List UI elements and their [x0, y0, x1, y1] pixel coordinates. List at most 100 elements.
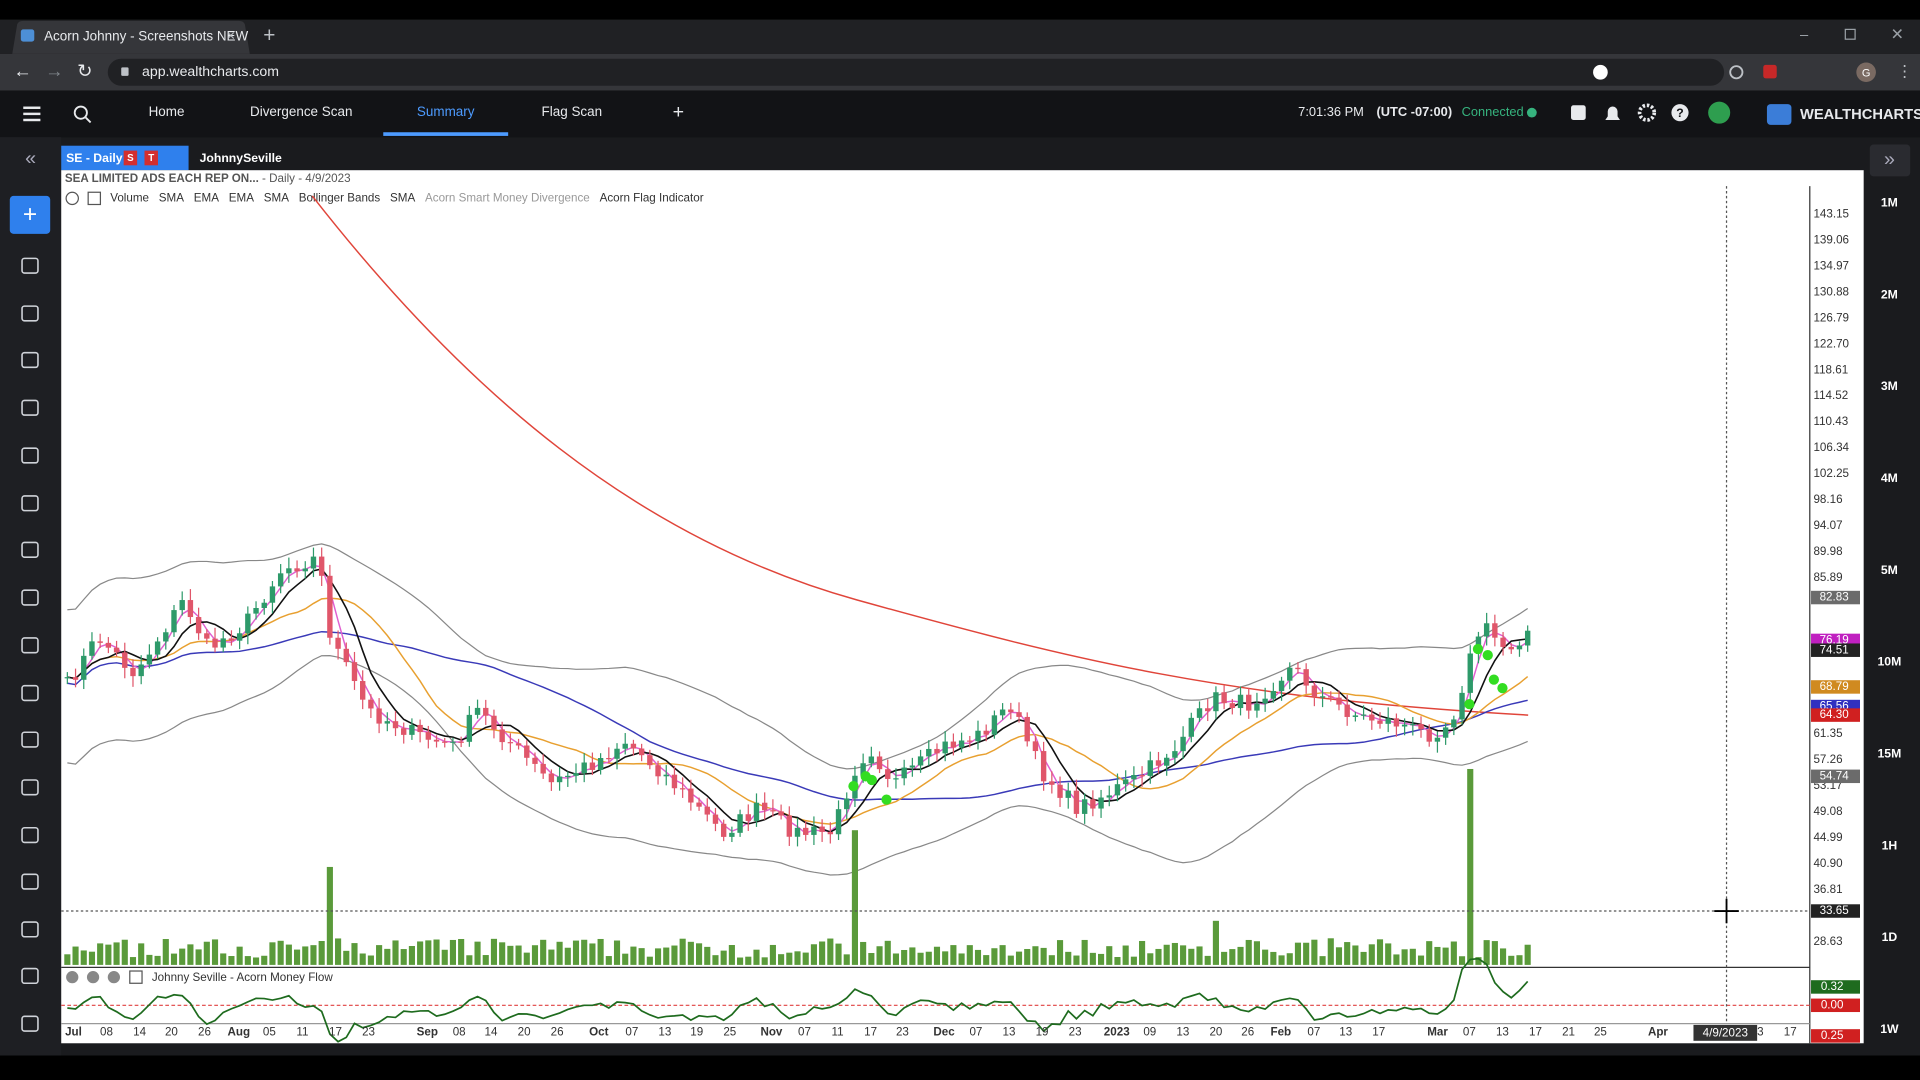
- new-tab[interactable]: +: [263, 24, 275, 47]
- window-close[interactable]: ✕: [1891, 27, 1904, 44]
- nav-tab[interactable]: Divergence Scan: [250, 104, 352, 119]
- timeframe[interactable]: 2M: [1881, 287, 1898, 301]
- indicator-name[interactable]: Bollinger Bands: [299, 191, 381, 204]
- timeframe[interactable]: 1D: [1882, 930, 1898, 944]
- brand-name: WEALTHCHARTS: [1800, 107, 1920, 123]
- google-icon[interactable]: [1593, 64, 1608, 80]
- candle-body: [1131, 775, 1137, 780]
- date-label: 05: [263, 1025, 276, 1038]
- timeframe[interactable]: 4M: [1881, 471, 1898, 485]
- tool-icon[interactable]: [21, 731, 39, 748]
- tool-icon[interactable]: [21, 351, 39, 369]
- collapse-indicators[interactable]: [87, 191, 102, 206]
- collapse-left[interactable]: «: [25, 147, 36, 169]
- tool-icon[interactable]: [21, 967, 39, 985]
- hide-indicators[interactable]: [65, 191, 79, 206]
- volume-bar: [1098, 953, 1105, 965]
- tool-icon[interactable]: [21, 684, 39, 702]
- indicator-name[interactable]: EMA: [229, 191, 254, 204]
- window-maximize[interactable]: [1844, 28, 1856, 40]
- tool-icon[interactable]: [21, 305, 39, 322]
- reload-button[interactable]: ↻: [77, 60, 92, 81]
- search-icon[interactable]: [73, 105, 88, 120]
- tool-icon[interactable]: [21, 495, 39, 512]
- nav-tab[interactable]: Home: [149, 104, 185, 119]
- tool-icon[interactable]: [21, 399, 39, 416]
- price-label: 40.90: [1813, 857, 1843, 870]
- date-label: 17: [329, 1025, 342, 1038]
- tab-close[interactable]: ×: [227, 29, 236, 45]
- tool-icon[interactable]: [21, 541, 39, 558]
- tool-icon[interactable]: [21, 447, 39, 464]
- date-label: 07: [798, 1025, 811, 1038]
- candle-body: [376, 708, 382, 724]
- candle-body: [1385, 718, 1391, 724]
- back-button[interactable]: ←: [13, 60, 31, 81]
- nav-tab[interactable]: Flag Scan: [542, 104, 603, 119]
- address-bar[interactable]: [107, 58, 1725, 86]
- collapse-right[interactable]: [1869, 144, 1911, 177]
- volume-bar: [474, 941, 481, 965]
- indicator-name[interactable]: Acorn Flag Indicator: [600, 191, 704, 204]
- timeframe[interactable]: 1W: [1880, 1022, 1899, 1036]
- tool-icon[interactable]: [21, 826, 39, 844]
- profile-avatar[interactable]: [1856, 62, 1876, 83]
- candle-body: [220, 638, 226, 648]
- nav-tab[interactable]: Summary: [417, 104, 475, 119]
- volume-bar: [737, 957, 744, 965]
- timeframe[interactable]: 15M: [1877, 747, 1901, 761]
- light-icon[interactable]: [1708, 101, 1731, 124]
- add-tab[interactable]: +: [673, 101, 684, 123]
- indicator-name[interactable]: SMA: [159, 191, 184, 204]
- tool-icon[interactable]: [21, 257, 39, 274]
- indicator-name[interactable]: SMA: [390, 191, 415, 204]
- indicator-name[interactable]: SMA: [264, 191, 289, 204]
- extension-icon[interactable]: [1729, 65, 1744, 80]
- bell-icon[interactable]: [1605, 106, 1620, 120]
- tool-icon[interactable]: [21, 779, 39, 796]
- window-minimize[interactable]: –: [1800, 27, 1809, 43]
- panel-button[interactable]: [66, 971, 79, 984]
- indicator-name[interactable]: Acorn Smart Money Divergence: [425, 191, 590, 204]
- panel-button[interactable]: [107, 971, 120, 984]
- tool-icon[interactable]: [21, 589, 39, 606]
- help-icon[interactable]: [1671, 104, 1689, 122]
- timeframe[interactable]: 5M: [1881, 563, 1898, 577]
- volume-bar: [1434, 946, 1441, 965]
- tool-icon[interactable]: [21, 1015, 39, 1032]
- menu-button[interactable]: ⋮: [1897, 63, 1913, 80]
- timeframe[interactable]: 1M: [1881, 195, 1898, 209]
- date-label: Aug: [227, 1025, 250, 1038]
- candle-body: [827, 831, 834, 835]
- extension-icon[interactable]: [1763, 64, 1777, 79]
- timezone: (UTC -07:00): [1376, 104, 1452, 119]
- settings-icon[interactable]: [1637, 103, 1657, 122]
- panel-collapse[interactable]: [129, 970, 143, 984]
- timeframe[interactable]: 10M: [1877, 655, 1901, 669]
- date-label: 09: [1143, 1025, 1156, 1038]
- volume-bar: [1262, 949, 1269, 965]
- volume-bar: [671, 945, 678, 965]
- volume-bar: [1024, 948, 1031, 965]
- tool-icon[interactable]: [21, 921, 39, 938]
- candle-body: [327, 575, 333, 638]
- price-label: 106.34: [1813, 441, 1849, 454]
- tool-icon[interactable]: [21, 873, 39, 890]
- forward-button[interactable]: →: [45, 60, 63, 81]
- browser-tab[interactable]: [12, 20, 250, 54]
- save-icon[interactable]: [1571, 105, 1586, 120]
- volume-bar: [974, 949, 982, 965]
- candle-body: [384, 721, 390, 724]
- add-button[interactable]: [9, 195, 51, 234]
- price-tag-label: 82.83: [1820, 591, 1849, 604]
- indicator-name[interactable]: Volume: [110, 191, 149, 204]
- candle-body: [745, 814, 751, 821]
- timeframe[interactable]: 1H: [1882, 838, 1898, 852]
- panel-button[interactable]: [86, 971, 100, 984]
- top-frame: [0, 0, 1920, 20]
- timeframe[interactable]: 3M: [1881, 379, 1898, 393]
- tool-icon[interactable]: [21, 637, 39, 654]
- price-label: 28.63: [1813, 935, 1842, 948]
- hamburger[interactable]: [23, 106, 41, 122]
- indicator-name[interactable]: EMA: [194, 191, 219, 204]
